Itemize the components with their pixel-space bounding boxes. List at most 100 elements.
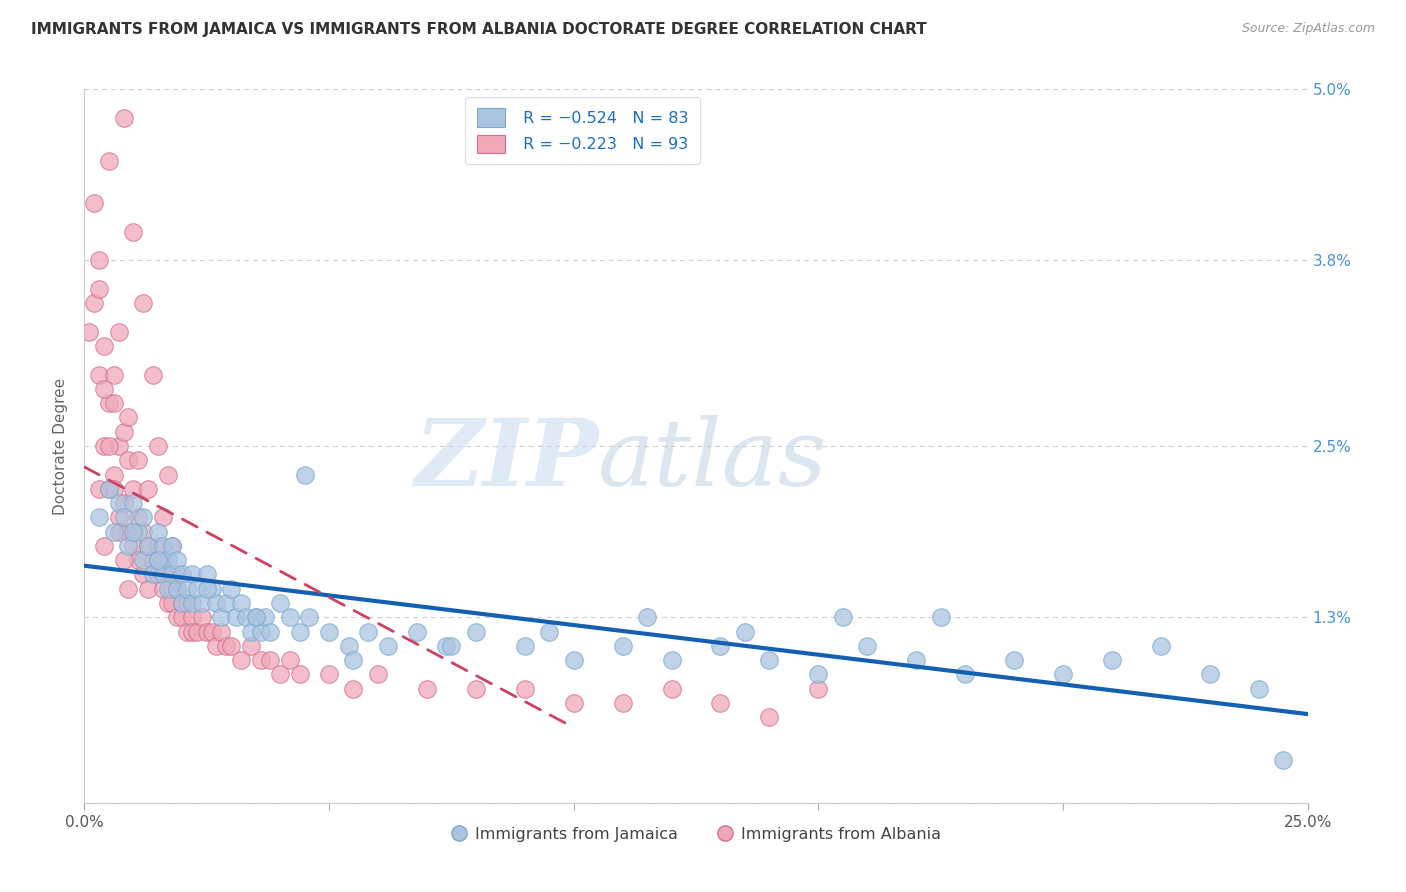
- Point: [87, 510, 110, 524]
- Point: [162, 539, 184, 553]
- Point: [122, 524, 145, 539]
- Point: [103, 467, 125, 482]
- Point: [172, 567, 194, 582]
- Point: [1247, 681, 1270, 696]
- Point: [181, 567, 204, 582]
- Point: [87, 482, 110, 496]
- Point: [278, 610, 301, 624]
- Point: [288, 624, 311, 639]
- Point: [205, 596, 228, 610]
- Point: [156, 467, 179, 482]
- Point: [107, 439, 129, 453]
- Point: [245, 610, 267, 624]
- Point: [464, 624, 486, 639]
- Point: [112, 553, 135, 567]
- Point: [162, 582, 184, 596]
- Point: [294, 467, 316, 482]
- Point: [162, 539, 184, 553]
- Point: [464, 681, 486, 696]
- Point: [259, 653, 281, 667]
- Point: [406, 624, 429, 639]
- Point: [172, 596, 194, 610]
- Point: [318, 624, 340, 639]
- Point: [225, 610, 247, 624]
- Point: [127, 510, 149, 524]
- Point: [562, 653, 585, 667]
- Point: [200, 624, 222, 639]
- Point: [436, 639, 458, 653]
- Legend: Immigrants from Jamaica, Immigrants from Albania: Immigrants from Jamaica, Immigrants from…: [444, 821, 948, 848]
- Point: [357, 624, 380, 639]
- Y-axis label: Doctorate Degree: Doctorate Degree: [53, 377, 69, 515]
- Point: [127, 553, 149, 567]
- Point: [186, 624, 208, 639]
- Point: [162, 567, 184, 582]
- Point: [152, 567, 174, 582]
- Point: [195, 567, 218, 582]
- Point: [278, 653, 301, 667]
- Point: [146, 539, 169, 553]
- Point: [132, 567, 155, 582]
- Point: [176, 582, 198, 596]
- Point: [112, 510, 135, 524]
- Point: [122, 539, 145, 553]
- Point: [107, 325, 129, 339]
- Point: [103, 524, 125, 539]
- Point: [166, 610, 188, 624]
- Point: [181, 624, 204, 639]
- Point: [172, 596, 194, 610]
- Point: [132, 510, 155, 524]
- Point: [97, 396, 120, 410]
- Point: [136, 482, 159, 496]
- Point: [831, 610, 853, 624]
- Point: [1002, 653, 1025, 667]
- Point: [146, 524, 169, 539]
- Point: [117, 453, 139, 467]
- Point: [122, 496, 145, 510]
- Text: Source: ZipAtlas.com: Source: ZipAtlas.com: [1241, 22, 1375, 36]
- Point: [191, 610, 214, 624]
- Point: [156, 553, 179, 567]
- Point: [758, 710, 780, 724]
- Text: atlas: atlas: [598, 416, 828, 505]
- Point: [87, 368, 110, 382]
- Point: [298, 610, 321, 624]
- Point: [205, 639, 228, 653]
- Point: [269, 667, 291, 681]
- Point: [377, 639, 399, 653]
- Point: [905, 653, 928, 667]
- Point: [107, 496, 129, 510]
- Point: [195, 624, 218, 639]
- Point: [142, 368, 165, 382]
- Point: [107, 524, 129, 539]
- Point: [142, 553, 165, 567]
- Point: [562, 696, 585, 710]
- Point: [93, 439, 115, 453]
- Point: [229, 596, 252, 610]
- Point: [661, 681, 683, 696]
- Point: [709, 639, 731, 653]
- Point: [661, 653, 683, 667]
- Point: [93, 382, 115, 396]
- Point: [127, 524, 149, 539]
- Point: [117, 410, 139, 425]
- Point: [1150, 639, 1173, 653]
- Point: [259, 624, 281, 639]
- Point: [166, 567, 188, 582]
- Point: [195, 582, 218, 596]
- Point: [97, 153, 120, 168]
- Point: [186, 582, 208, 596]
- Point: [856, 639, 879, 653]
- Point: [440, 639, 463, 653]
- Point: [538, 624, 561, 639]
- Point: [112, 425, 135, 439]
- Point: [612, 696, 634, 710]
- Point: [1101, 653, 1123, 667]
- Point: [146, 553, 169, 567]
- Point: [156, 582, 179, 596]
- Point: [219, 582, 242, 596]
- Point: [97, 439, 120, 453]
- Point: [132, 296, 155, 310]
- Point: [136, 539, 159, 553]
- Point: [229, 653, 252, 667]
